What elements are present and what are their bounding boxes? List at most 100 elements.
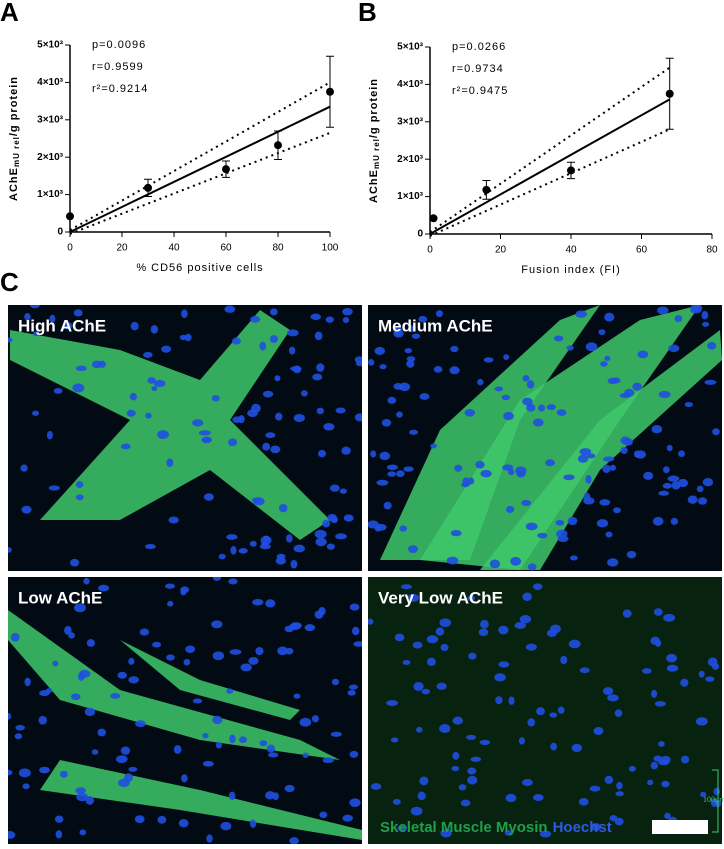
nucleus bbox=[75, 365, 87, 372]
nucleus bbox=[680, 678, 689, 687]
nucleus bbox=[343, 514, 354, 522]
nucleus bbox=[508, 696, 515, 705]
nucleus bbox=[539, 830, 552, 838]
nucleus bbox=[368, 358, 375, 366]
nucleus bbox=[161, 345, 172, 353]
micrograph bbox=[8, 305, 362, 571]
nucleus bbox=[330, 731, 342, 737]
nucleus bbox=[75, 481, 84, 488]
nucleus bbox=[290, 366, 302, 372]
nucleus bbox=[604, 355, 611, 362]
nucleus bbox=[168, 516, 179, 524]
nucleus bbox=[538, 404, 546, 412]
x-axis-label: Fusion index (FI) bbox=[521, 264, 621, 276]
y-tick-label: 5×10³ bbox=[37, 40, 64, 51]
nucleus bbox=[118, 778, 130, 788]
nucleus bbox=[600, 361, 608, 367]
nucleus bbox=[651, 425, 663, 434]
legend-entry: Skeletal Muscle Myosin bbox=[380, 819, 548, 836]
nucleus bbox=[419, 393, 430, 400]
nucleus bbox=[349, 798, 361, 807]
nucleus bbox=[265, 791, 276, 800]
nucleus bbox=[224, 305, 236, 313]
legend-entry: Hoechst bbox=[553, 819, 612, 836]
nucleus bbox=[413, 681, 424, 691]
nucleus bbox=[450, 345, 459, 353]
nucleus bbox=[181, 774, 188, 783]
y-axis-label-part: /g protein bbox=[8, 76, 20, 136]
nucleus bbox=[467, 767, 477, 775]
nucleus bbox=[15, 724, 25, 731]
nucleus bbox=[653, 755, 663, 762]
nucleus bbox=[397, 824, 408, 832]
confidence-band bbox=[69, 81, 331, 231]
nucleus bbox=[331, 678, 340, 686]
nucleus bbox=[134, 815, 145, 824]
nucleus bbox=[416, 726, 423, 733]
nucleus bbox=[323, 423, 335, 431]
nucleus bbox=[506, 505, 515, 513]
nucleus bbox=[212, 651, 225, 661]
nucleus bbox=[370, 450, 377, 458]
nucleus bbox=[503, 411, 514, 421]
nucleus bbox=[651, 689, 658, 698]
nucleus bbox=[135, 720, 146, 728]
nucleus bbox=[503, 354, 510, 360]
x-tick-label: 40 bbox=[168, 243, 180, 254]
nucleus bbox=[117, 671, 127, 679]
data-point bbox=[482, 185, 491, 194]
micrograph-bg bbox=[368, 577, 722, 844]
data-point bbox=[144, 183, 152, 192]
nucleus bbox=[393, 383, 403, 390]
nucleus bbox=[568, 639, 581, 649]
nucleus bbox=[53, 387, 63, 394]
nucleus bbox=[467, 775, 478, 785]
scale-bar bbox=[652, 820, 708, 834]
nucleus bbox=[451, 765, 460, 772]
nucleus bbox=[32, 410, 39, 416]
nucleus bbox=[310, 313, 322, 320]
nucleus bbox=[553, 335, 564, 342]
nucleus bbox=[396, 411, 403, 418]
nucleus bbox=[314, 331, 323, 341]
nucleus bbox=[478, 628, 489, 637]
image-legend: Skeletal Muscle Myosin Hoechst bbox=[380, 819, 612, 836]
nucleus bbox=[150, 324, 159, 334]
nucleus bbox=[620, 446, 628, 454]
nucleus bbox=[79, 669, 91, 678]
fit-line bbox=[429, 98, 671, 235]
nucleus bbox=[347, 689, 356, 696]
nucleus bbox=[290, 559, 298, 569]
nucleus bbox=[450, 529, 462, 537]
nucleus bbox=[667, 475, 680, 482]
nucleus bbox=[609, 464, 616, 471]
nucleus bbox=[14, 733, 23, 740]
nucleus bbox=[658, 741, 665, 747]
nucleus bbox=[658, 760, 670, 766]
nucleus bbox=[376, 479, 389, 486]
nucleus bbox=[684, 401, 693, 408]
nucleus bbox=[666, 444, 673, 452]
nucleus bbox=[658, 490, 670, 496]
nucleus bbox=[536, 707, 545, 716]
nucleus bbox=[550, 624, 561, 634]
nucleus bbox=[259, 740, 268, 747]
nucleus bbox=[128, 676, 140, 684]
x-tick-label: 0 bbox=[427, 245, 433, 256]
nucleus bbox=[238, 548, 248, 554]
nucleus bbox=[275, 412, 283, 421]
nucleus bbox=[410, 806, 423, 816]
nucleus bbox=[632, 382, 642, 391]
nucleus bbox=[55, 830, 63, 839]
nucleus bbox=[620, 436, 631, 445]
nucleus bbox=[521, 778, 533, 786]
nucleus bbox=[556, 529, 568, 539]
nucleus bbox=[265, 599, 276, 608]
nucleus bbox=[602, 456, 615, 462]
nucleus bbox=[173, 744, 182, 754]
nucleus bbox=[525, 643, 537, 651]
nucleus bbox=[201, 436, 213, 444]
nucleus bbox=[666, 653, 678, 663]
nucleus bbox=[599, 499, 611, 506]
nucleus bbox=[419, 776, 429, 786]
